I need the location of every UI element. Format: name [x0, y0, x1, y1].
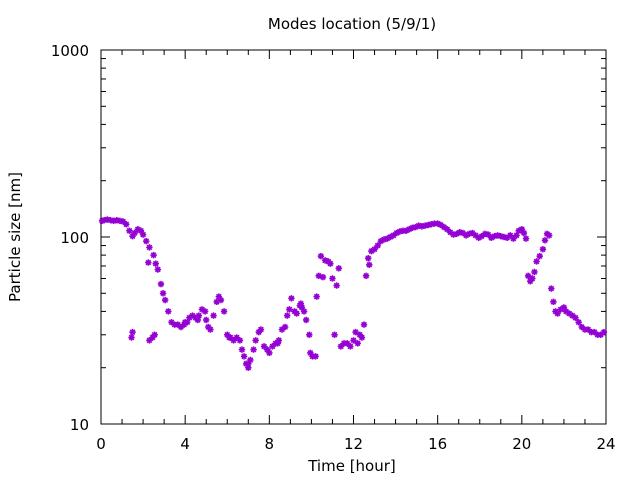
y-tick-label-100: 100: [60, 229, 89, 247]
data-point: [358, 334, 366, 341]
data-point: [329, 275, 336, 282]
data-point: [520, 229, 528, 237]
data-point: [238, 346, 246, 353]
data-point: [161, 296, 169, 304]
data-point: [181, 319, 189, 326]
y-tick-label-10: 10: [70, 416, 89, 434]
data-point: [529, 275, 536, 282]
data-point: [165, 308, 172, 315]
data-point: [226, 334, 233, 341]
data-point: [362, 272, 370, 280]
data-point: [266, 349, 273, 357]
data-point: [252, 337, 259, 344]
plot-frame: [100, 49, 607, 425]
data-point: [541, 237, 549, 244]
axis-ticks: [100, 49, 607, 425]
data-point: [210, 312, 217, 319]
data-point: [365, 255, 372, 262]
data-point: [154, 266, 162, 273]
data-point: [152, 260, 159, 267]
data-point: [550, 298, 557, 306]
data-point: [319, 273, 327, 281]
data-point: [146, 244, 153, 251]
data-point: [354, 340, 361, 347]
x-tick-label-20: 20: [512, 435, 531, 453]
data-point: [274, 340, 281, 347]
data-point: [352, 328, 359, 336]
data-point: [126, 227, 133, 234]
y-axis-label: Particle size [nm]: [6, 172, 24, 302]
x-tick-label-4: 4: [180, 435, 190, 453]
data-point: [600, 328, 608, 336]
x-tick-label-12: 12: [344, 435, 363, 453]
data-point: [306, 331, 313, 338]
x-axis-label: Time [hour]: [307, 457, 396, 475]
data-point: [150, 251, 157, 259]
data-point: [288, 295, 295, 302]
data-point: [139, 231, 147, 238]
data-point: [366, 261, 373, 269]
data-point: [250, 346, 257, 353]
data-point: [236, 337, 244, 344]
data-point: [350, 337, 357, 344]
data-point: [286, 306, 293, 313]
data-point: [524, 272, 532, 280]
data-point: [194, 316, 201, 324]
data-point: [143, 237, 150, 245]
data-point: [151, 331, 158, 338]
data-point: [284, 312, 291, 319]
data-point: [201, 308, 209, 315]
data-point: [335, 265, 342, 272]
data-point: [360, 321, 368, 328]
data-point: [123, 221, 130, 228]
data-point: [522, 235, 530, 242]
data-point: [128, 334, 135, 341]
data-point: [302, 316, 310, 324]
data-point: [333, 282, 340, 289]
data-point: [293, 310, 300, 317]
data-point: [145, 259, 152, 266]
data-point: [297, 300, 305, 307]
data-point: [327, 260, 334, 267]
x-tick-label-0: 0: [96, 435, 106, 453]
data-point: [207, 326, 214, 333]
data-point: [129, 328, 136, 336]
x-tick-label-8: 8: [265, 435, 275, 453]
data-point: [157, 280, 165, 288]
data-point: [217, 296, 225, 304]
data-point: [281, 323, 289, 331]
data-point: [575, 319, 582, 326]
y-tick-labels: 10 100 1000: [51, 42, 89, 434]
data-point: [312, 353, 319, 360]
data-point: [545, 232, 553, 239]
data-points: [98, 216, 608, 371]
data-point: [347, 343, 354, 350]
data-point: [131, 229, 138, 237]
x-tick-labels: 0 4 8 12 16 20 24: [96, 435, 615, 453]
data-point: [548, 285, 555, 292]
x-tick-label-24: 24: [596, 435, 615, 453]
data-point: [313, 293, 320, 300]
data-point: [203, 316, 210, 324]
data-point: [531, 268, 538, 276]
x-tick-label-16: 16: [428, 435, 447, 453]
data-point: [317, 252, 325, 260]
data-point: [257, 326, 265, 333]
data-point: [536, 252, 543, 260]
data-point: [300, 308, 308, 315]
data-point: [539, 246, 547, 253]
data-point: [459, 229, 467, 237]
data-point: [533, 258, 540, 265]
data-point: [572, 314, 579, 321]
y-tick-label-1000: 1000: [51, 42, 89, 60]
data-point: [245, 360, 252, 367]
data-point: [374, 242, 381, 249]
data-point: [240, 353, 248, 360]
chart-title: Modes location (5/9/1): [268, 15, 436, 33]
data-point: [331, 331, 338, 338]
data-point: [159, 290, 167, 297]
data-point: [220, 308, 228, 315]
